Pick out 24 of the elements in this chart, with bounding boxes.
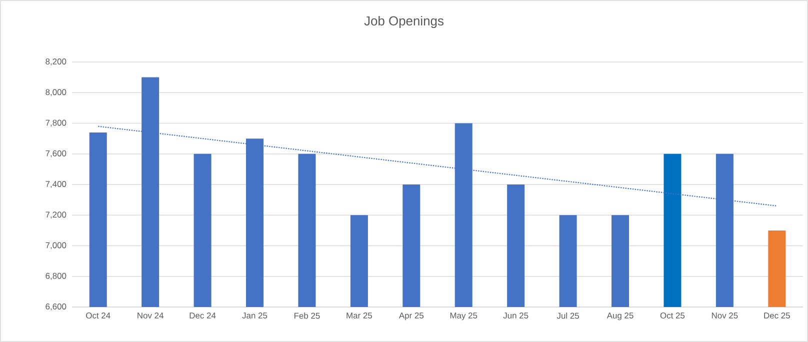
x-tick-label: Jul 25 (556, 312, 579, 319)
y-tick-label: 7,600 (46, 150, 66, 158)
y-tick-label: 8,000 (46, 89, 66, 96)
x-tick-label: Apr 25 (398, 312, 424, 320)
x-tick-label: Aug 25 (606, 312, 634, 320)
x-tick-label: Jun 25 (503, 312, 528, 319)
y-tick-label: 6,800 (46, 272, 66, 280)
x-tick-label: Jan 25 (242, 312, 268, 319)
x-tick-label: Nov 25 (712, 312, 738, 319)
x-tick-label: Dec 25 (764, 312, 790, 319)
x-tick-label: Feb 25 (294, 312, 320, 319)
x-tick-label: Oct 24 (86, 312, 110, 319)
x-tick-label: Mar 25 (346, 312, 372, 319)
y-tick-label: 7,000 (46, 242, 66, 250)
x-tick-label: Dec 24 (190, 312, 216, 319)
y-tick-label: 7,400 (46, 181, 66, 188)
y-tick-label: 7,200 (46, 212, 66, 219)
x-tick-label: Oct 25 (660, 312, 685, 319)
x-tick-label: May 25 (450, 312, 478, 320)
y-tick-label: 6,600 (46, 304, 66, 310)
y-tick-label: 7,800 (46, 120, 66, 127)
x-tick-label: Nov 24 (138, 312, 164, 319)
y-tick-label: 8,200 (46, 58, 66, 66)
chart-title: Job Openings (364, 16, 444, 28)
